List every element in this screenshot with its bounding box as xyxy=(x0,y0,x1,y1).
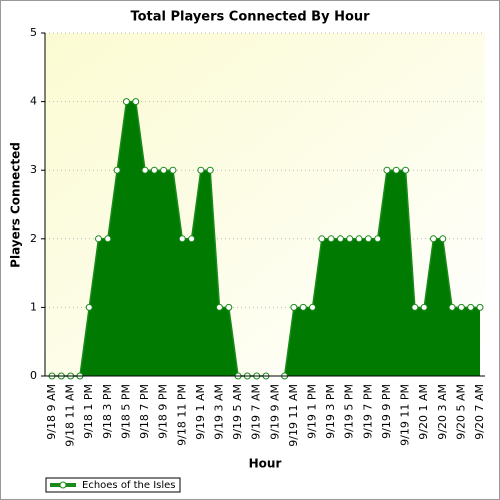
x-tick-label: 9/18 11 PM xyxy=(175,384,188,446)
marker xyxy=(141,166,149,174)
x-tick-label: 9/18 9 PM xyxy=(157,384,170,439)
marker xyxy=(429,235,437,243)
legend xyxy=(45,477,181,493)
marker xyxy=(402,166,410,174)
y-tick-label: 3 xyxy=(30,163,37,176)
y-tick-label: 5 xyxy=(30,26,37,39)
marker xyxy=(150,166,158,174)
x-tick-label: 9/20 5 AM xyxy=(454,384,467,440)
x-tick-label: 9/19 3 AM xyxy=(212,384,225,440)
marker xyxy=(374,235,382,243)
x-tick-label: 9/19 7 PM xyxy=(361,384,374,439)
marker xyxy=(225,303,233,311)
x-tick-label: 9/19 9 PM xyxy=(380,384,393,439)
y-tick-label: 4 xyxy=(30,95,37,108)
marker xyxy=(169,166,177,174)
marker xyxy=(392,166,400,174)
marker xyxy=(309,303,317,311)
marker xyxy=(467,303,475,311)
x-tick-label: 9/20 1 AM xyxy=(417,384,430,440)
marker xyxy=(448,303,456,311)
marker xyxy=(318,235,326,243)
line xyxy=(52,100,266,377)
marker xyxy=(420,303,428,311)
marker xyxy=(197,166,205,174)
marker xyxy=(104,235,112,243)
area xyxy=(52,101,266,376)
x-tick-label: 9/18 9 AM xyxy=(45,384,58,440)
chart-title: Total Players Connected By Hour xyxy=(130,10,370,25)
marker xyxy=(299,303,307,311)
x-tick-label: 9/19 9 AM xyxy=(268,384,281,440)
marker xyxy=(95,235,103,243)
x-tick-label: 9/19 11 PM xyxy=(399,384,412,446)
marker xyxy=(215,303,223,311)
marker xyxy=(290,303,298,311)
x-tick-label: 9/19 1 PM xyxy=(306,384,319,439)
marker xyxy=(327,235,335,243)
marker xyxy=(476,303,484,311)
x-tick-label: 9/20 7 AM xyxy=(473,384,486,440)
x-tick-label: 9/19 1 AM xyxy=(194,384,207,440)
x-tick-label: 9/18 5 PM xyxy=(119,384,132,439)
marker xyxy=(336,235,344,243)
x-tick-label: 9/18 7 PM xyxy=(138,384,151,439)
marker xyxy=(364,235,372,243)
area xyxy=(284,170,480,376)
x-axis-label: Hour xyxy=(249,457,282,471)
line xyxy=(283,169,480,377)
x-tick-label: 9/19 7 AM xyxy=(250,384,263,440)
legend-marker xyxy=(59,481,67,489)
marker xyxy=(85,303,93,311)
marker xyxy=(188,235,196,243)
marker xyxy=(160,166,168,174)
x-tick-label: 9/20 3 AM xyxy=(436,384,449,440)
marker xyxy=(206,166,214,174)
legend-label: Echoes of the Isles xyxy=(82,480,176,491)
marker xyxy=(411,303,419,311)
marker xyxy=(122,98,130,106)
marker xyxy=(383,166,391,174)
x-tick-label: 9/19 5 AM xyxy=(231,384,244,440)
x-tick-label: 9/18 3 PM xyxy=(101,384,114,439)
marker xyxy=(457,303,465,311)
marker xyxy=(178,235,186,243)
y-axis-label: Players Connected xyxy=(9,142,23,268)
x-tick-label: 9/19 5 PM xyxy=(343,384,356,439)
y-tick-label: 2 xyxy=(30,232,37,245)
x-tick-label: 9/18 1 PM xyxy=(82,384,95,439)
marker xyxy=(355,235,363,243)
y-tick-label: 0 xyxy=(30,369,37,382)
marker xyxy=(346,235,354,243)
x-tick-label: 9/19 11 AM xyxy=(287,384,300,447)
marker xyxy=(132,98,140,106)
marker xyxy=(113,166,121,174)
y-tick-label: 1 xyxy=(30,300,37,313)
marker xyxy=(439,235,447,243)
x-tick-label: 9/19 3 PM xyxy=(324,384,337,439)
x-tick-label: 9/18 11 AM xyxy=(64,384,77,447)
